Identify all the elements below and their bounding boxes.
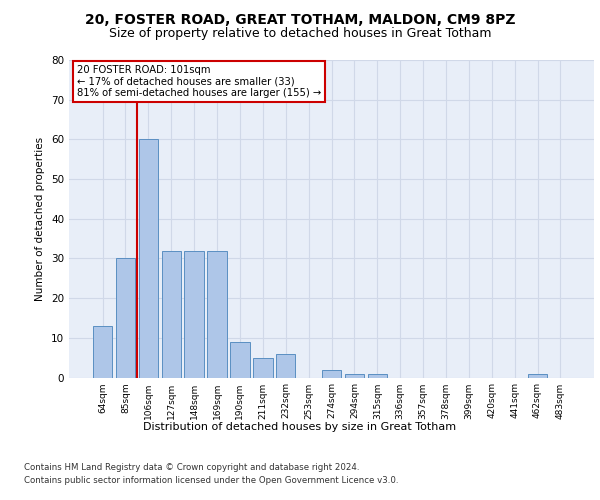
Bar [322,370,341,378]
Bar [116,258,135,378]
Bar [230,342,250,378]
Bar [528,374,547,378]
Bar [368,374,387,378]
Bar [93,326,112,378]
Text: 20 FOSTER ROAD: 101sqm
← 17% of detached houses are smaller (33)
81% of semi-det: 20 FOSTER ROAD: 101sqm ← 17% of detached… [77,65,321,98]
Bar [344,374,364,378]
Y-axis label: Number of detached properties: Number of detached properties [35,136,46,301]
Text: Contains public sector information licensed under the Open Government Licence v3: Contains public sector information licen… [24,476,398,485]
Bar [276,354,295,378]
Bar [139,140,158,378]
Text: Distribution of detached houses by size in Great Totham: Distribution of detached houses by size … [143,422,457,432]
Text: 20, FOSTER ROAD, GREAT TOTHAM, MALDON, CM9 8PZ: 20, FOSTER ROAD, GREAT TOTHAM, MALDON, C… [85,12,515,26]
Text: Contains HM Land Registry data © Crown copyright and database right 2024.: Contains HM Land Registry data © Crown c… [24,462,359,471]
Bar [184,250,204,378]
Bar [208,250,227,378]
Bar [253,358,272,378]
Bar [161,250,181,378]
Text: Size of property relative to detached houses in Great Totham: Size of property relative to detached ho… [109,28,491,40]
